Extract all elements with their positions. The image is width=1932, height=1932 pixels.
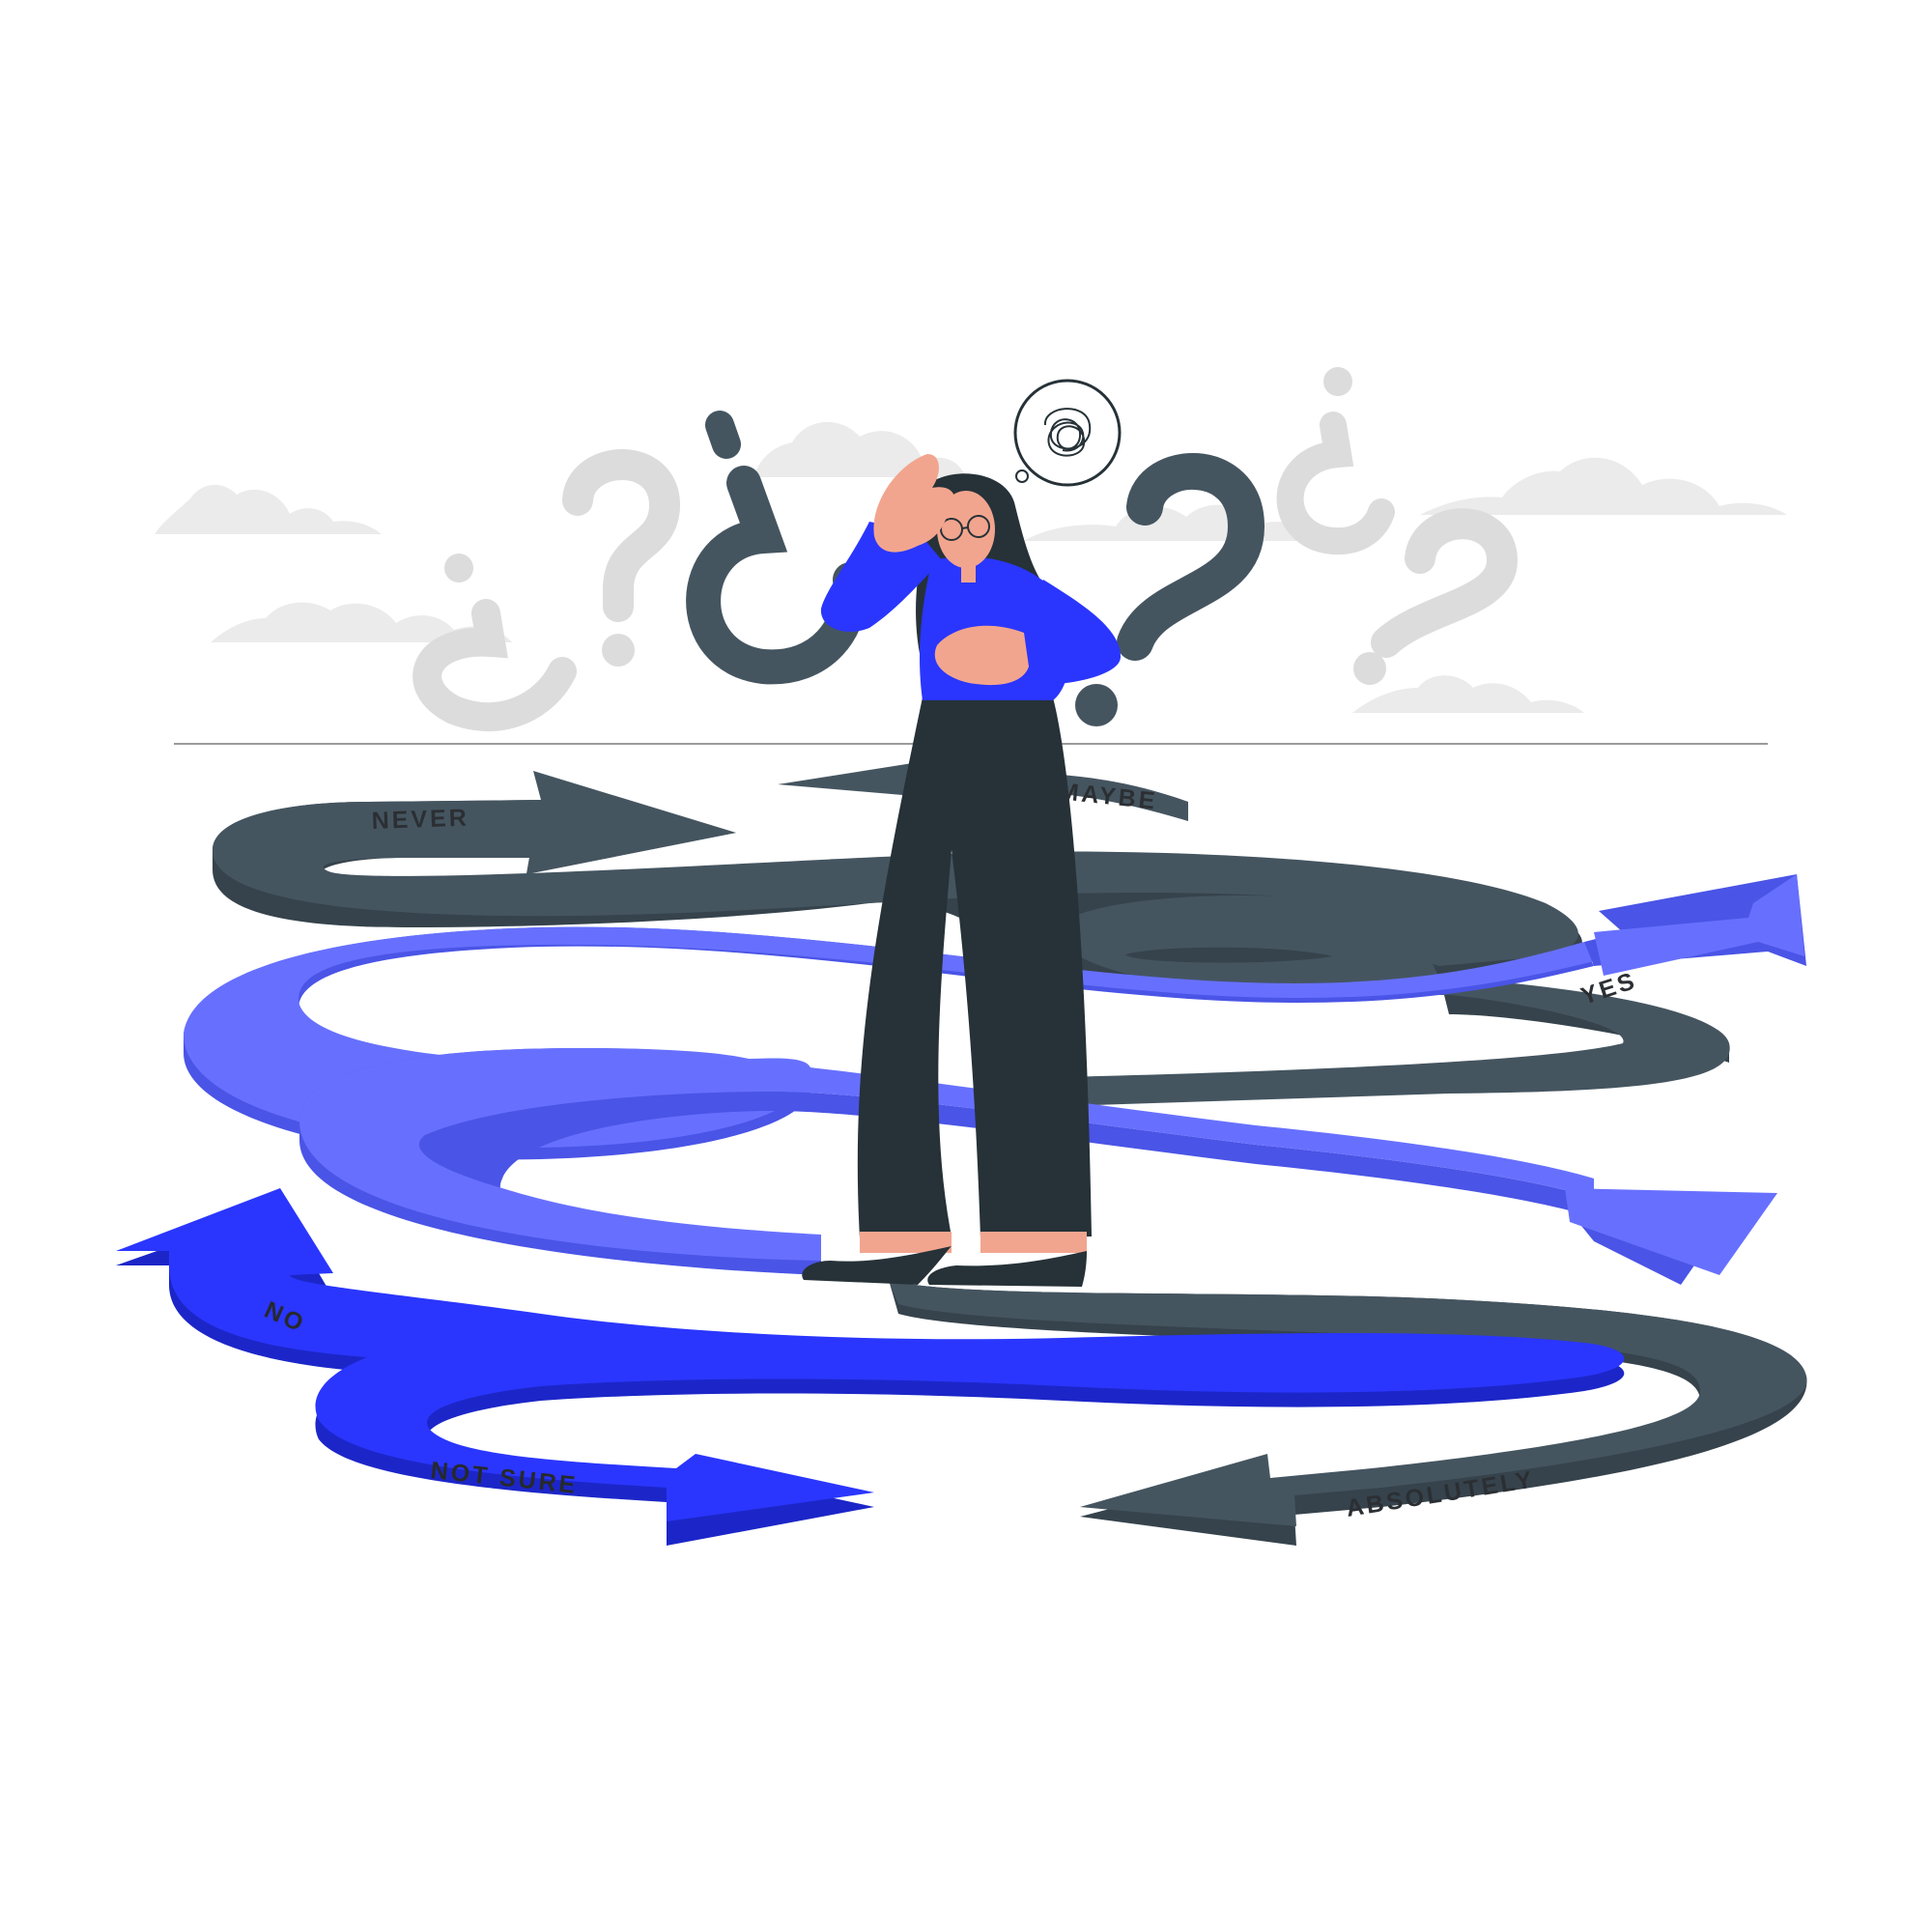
cloud-icon — [211, 602, 512, 642]
arrow-yes — [184, 874, 1806, 1285]
glasses-icon — [940, 515, 990, 541]
cloud-icon — [1420, 457, 1787, 515]
shoe — [802, 1246, 952, 1285]
question-mark-icon — [562, 449, 680, 667]
neck — [961, 565, 976, 582]
thought-bubble-icon — [1013, 379, 1122, 487]
label-maybe: MAYBE — [1057, 778, 1158, 815]
shirt-sleeve — [1014, 580, 1121, 685]
question-mark-icon — [1353, 508, 1519, 685]
cloud-icon — [155, 484, 382, 534]
cloud-icon — [1024, 504, 1314, 541]
inverted-question-mark-icon — [412, 554, 577, 732]
question-mark-icon — [1075, 453, 1265, 726]
hand — [934, 625, 1029, 686]
ankle — [980, 1232, 1087, 1253]
scribble-icon — [1043, 408, 1092, 457]
ankle — [860, 1232, 952, 1253]
light-question-marks — [412, 367, 1519, 732]
pants — [857, 697, 1092, 1238]
woman-figure — [802, 454, 1121, 1287]
arrow-no-not-sure — [116, 1188, 1625, 1546]
label-never: NEVER — [371, 804, 469, 835]
cloud-icon — [1352, 675, 1584, 713]
shirt-sleeve — [820, 522, 942, 632]
inverted-question-mark-icon — [1276, 367, 1395, 555]
shoe — [927, 1251, 1087, 1287]
hand — [873, 454, 955, 553]
